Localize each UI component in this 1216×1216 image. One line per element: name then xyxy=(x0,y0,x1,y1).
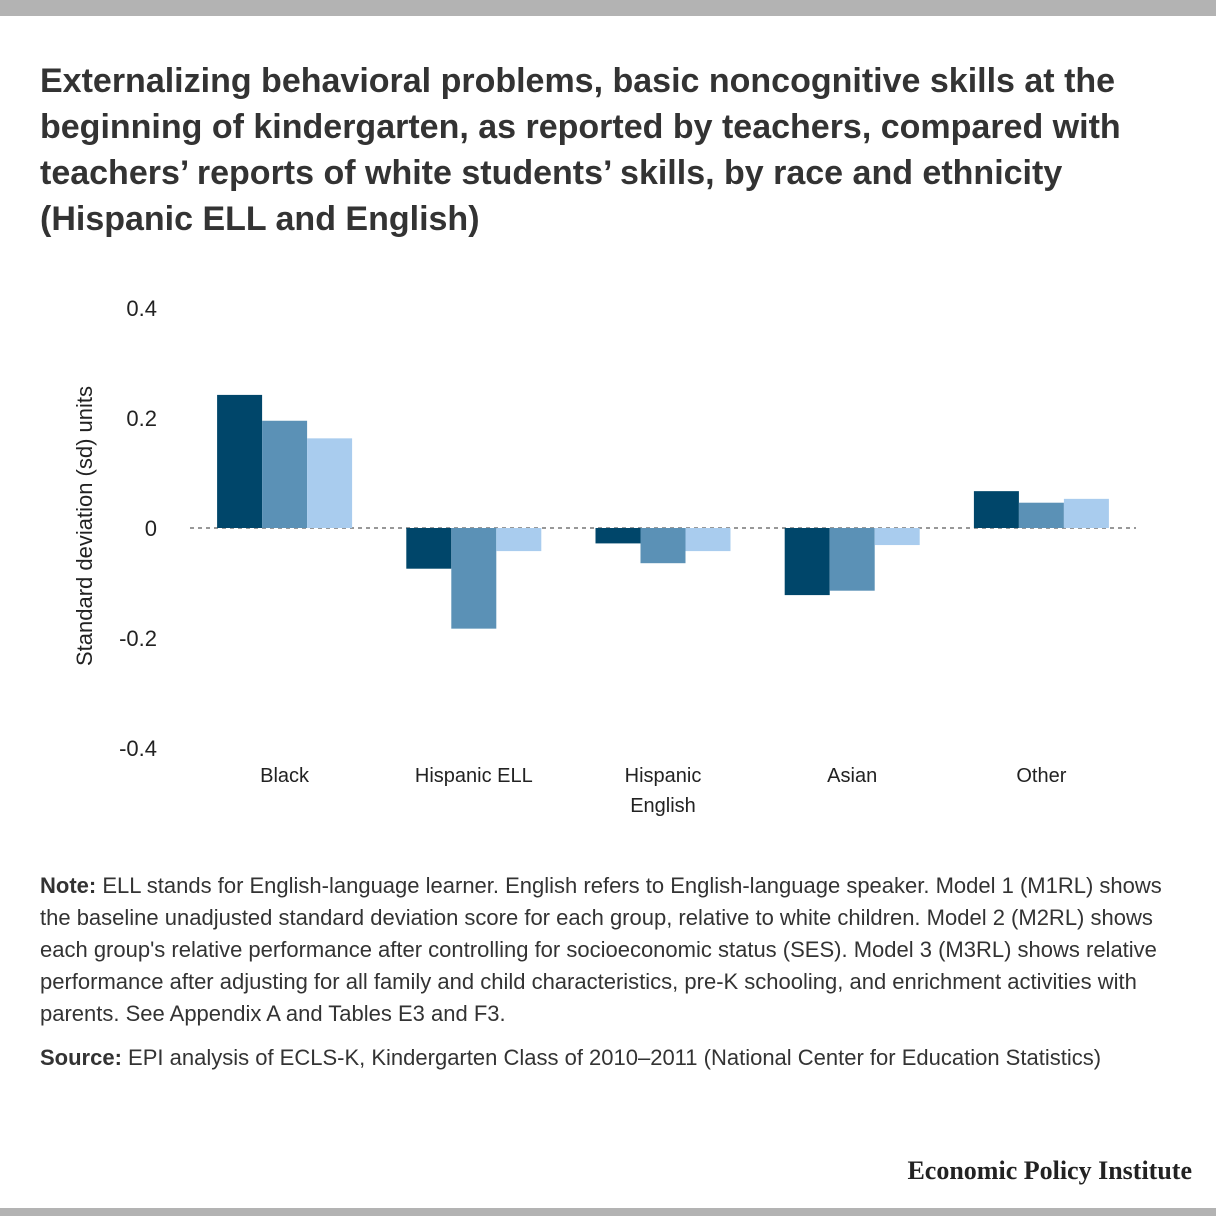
source-paragraph: Source: EPI analysis of ECLS-K, Kinderga… xyxy=(40,1042,1190,1074)
x-tick-label: Hispanic xyxy=(625,765,702,787)
bar xyxy=(784,528,830,596)
y-axis-ticks: 0.4 0.2 0 -0.2 -0.4 xyxy=(119,296,157,761)
bar xyxy=(973,491,1019,528)
y-tick-label: -0.2 xyxy=(119,626,157,651)
source-text: EPI analysis of ECLS-K, Kindergarten Cla… xyxy=(128,1045,1102,1070)
note-text: ELL stands for English-language learner.… xyxy=(40,873,1162,1026)
bottom-border xyxy=(0,1208,1216,1216)
x-tick-label: English xyxy=(630,795,696,817)
bar xyxy=(1063,498,1109,528)
bar xyxy=(406,528,452,569)
y-tick-label: -0.4 xyxy=(119,736,157,761)
bar xyxy=(307,438,353,528)
x-tick-label: Hispanic ELL xyxy=(415,765,533,787)
bar xyxy=(217,394,263,528)
bar xyxy=(496,528,542,552)
y-axis-label: Standard deviation (sd) units xyxy=(72,386,97,666)
y-tick-label: 0.2 xyxy=(126,406,157,431)
brand-logo: Economic Policy Institute xyxy=(907,1156,1192,1185)
source-label: Source: xyxy=(40,1045,122,1070)
bar xyxy=(685,528,731,552)
bar xyxy=(262,420,308,528)
bar xyxy=(1018,502,1064,528)
x-tick-label: Asian xyxy=(827,765,877,787)
bar-chart: Standard deviation (sd) units 0.4 0.2 0 -0.… xyxy=(72,296,1136,817)
y-tick-label: 0 xyxy=(145,516,157,541)
note-label: Note: xyxy=(40,873,97,898)
top-border xyxy=(0,0,1216,16)
y-tick-label: 0.4 xyxy=(126,296,157,321)
x-tick-label: Black xyxy=(260,765,310,787)
x-tick-label: Other xyxy=(1016,765,1066,787)
note-paragraph: Note: ELL stands for English-language le… xyxy=(40,870,1190,1030)
bar xyxy=(451,528,497,629)
chart-title: Externalizing behavioral problems, basic… xyxy=(40,62,1121,238)
x-axis-labels: Black Hispanic ELL Hispanic English Asian Oth… xyxy=(260,765,1067,817)
bars xyxy=(217,394,1109,629)
bar xyxy=(829,528,875,591)
bar xyxy=(640,528,686,564)
bar xyxy=(874,528,920,546)
bar xyxy=(595,528,641,544)
notes-section: Note: ELL stands for English-language le… xyxy=(40,870,1190,1086)
